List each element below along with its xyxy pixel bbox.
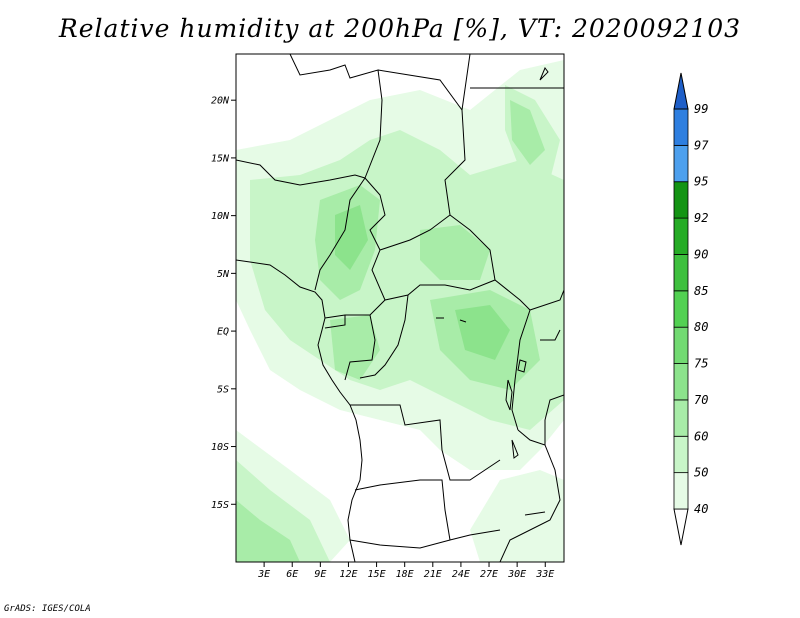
latitude-axis: 20N 15N 10N 5N EQ 5S 10S 15S — [211, 96, 236, 511]
country-borders — [236, 54, 564, 562]
colorbar-segment — [673, 326, 689, 364]
colorbar-segment — [673, 181, 689, 219]
colorbar-high-arrow — [673, 72, 689, 110]
lat-tick-label: 5N — [217, 269, 230, 280]
lon-tick-label: 27E — [480, 569, 498, 580]
longitude-axis: 3E 6E 9E 12E 15E 18E 21E 24E 27E 30E 33E — [257, 562, 554, 580]
lat-tick-label: 10S — [211, 442, 229, 453]
colorbar-segment — [673, 472, 689, 510]
border-line — [350, 404, 501, 481]
colorbar-label: 99 — [694, 102, 708, 116]
border-line — [349, 539, 451, 549]
lon-tick-label: 30E — [507, 569, 526, 580]
colorbar-label: 97 — [694, 138, 709, 152]
border-line — [324, 299, 386, 319]
colorbar-segment — [673, 108, 689, 146]
humidity-region — [455, 305, 510, 360]
colorbar-segment — [673, 144, 689, 183]
colorbar-label: 95 — [694, 175, 708, 189]
border-line — [540, 329, 561, 341]
lat-tick-label: 20N — [211, 96, 230, 107]
lon-tick-label: 24E — [452, 569, 470, 580]
lat-tick-label: 15S — [211, 500, 229, 511]
humidity-region — [330, 315, 380, 380]
colorbar-segment — [673, 217, 689, 255]
colorbar-label: 90 — [694, 247, 708, 261]
border-line — [511, 309, 531, 431]
lake-outline — [539, 67, 549, 81]
colorbar-label: 92 — [694, 211, 708, 225]
lon-tick-label: 15E — [368, 569, 386, 580]
border-line — [289, 54, 383, 179]
border-line — [371, 249, 531, 311]
colorbar-label: 80 — [694, 320, 708, 334]
colorbar-label: 50 — [694, 466, 708, 480]
border-line — [344, 314, 376, 381]
lat-tick-label: 5S — [217, 384, 229, 395]
lon-tick-label: 6E — [286, 569, 298, 580]
lon-tick-label: 9E — [314, 569, 326, 580]
border-line — [236, 159, 366, 186]
lon-tick-label: 33E — [535, 569, 554, 580]
plot-title: Relative humidity at 200hPa [%], VT: 202… — [58, 14, 742, 43]
border-line — [314, 177, 366, 291]
colorbar-low-arrow — [673, 508, 689, 546]
map-frame — [235, 53, 565, 563]
humidity-region — [470, 470, 564, 562]
colorbar-segment — [673, 254, 689, 292]
humidity-shading — [236, 54, 564, 562]
lake-outline — [524, 511, 546, 516]
border-line — [354, 479, 501, 541]
border-line — [499, 429, 561, 562]
border-line — [324, 315, 346, 329]
lon-tick-label: 12E — [339, 569, 357, 580]
colorbar-label: 85 — [694, 284, 708, 298]
lon-tick-label: 21E — [424, 569, 442, 580]
border-line — [529, 289, 564, 311]
lake-outline — [505, 379, 513, 411]
lat-tick-label: 10N — [211, 211, 230, 222]
colorbar-segment — [673, 435, 689, 474]
colorbar-segment — [673, 363, 689, 401]
credit-label: GrADS: IGES/COLA — [4, 604, 91, 614]
lat-tick-label: EQ — [217, 327, 229, 338]
colorbar-segment — [673, 399, 689, 437]
border-line — [377, 54, 471, 112]
colorbar-label: 70 — [694, 393, 708, 407]
border-line — [544, 394, 564, 445]
lake-outline — [459, 319, 467, 323]
colorbar-label: 60 — [694, 429, 708, 443]
humidity-region — [510, 100, 545, 165]
humidity-region — [236, 500, 300, 562]
lon-tick-label: 18E — [396, 569, 414, 580]
lon-tick-label: 3E — [257, 569, 270, 580]
border-line — [359, 294, 409, 379]
colorbar: 40 50 60 70 75 80 85 90 92 95 97 99 — [673, 72, 709, 546]
humidity-region — [420, 225, 490, 280]
humidity-region — [335, 205, 368, 270]
colorbar-segment — [673, 290, 689, 328]
lat-tick-label: 15N — [211, 153, 230, 164]
colorbar-label: 75 — [694, 357, 708, 371]
lake-outline — [511, 439, 519, 459]
colorbar-label: 40 — [694, 502, 708, 516]
border-line — [364, 177, 451, 251]
lake-outline — [517, 359, 527, 373]
